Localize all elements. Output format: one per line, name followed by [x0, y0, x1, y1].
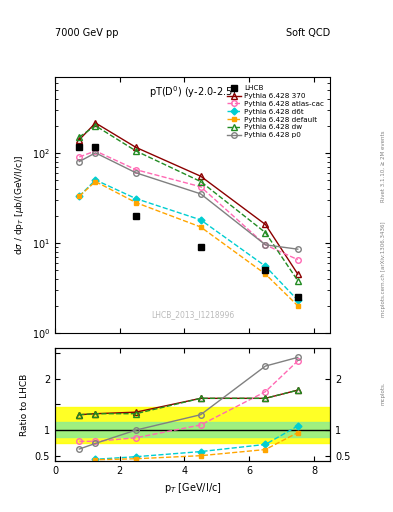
Text: LHCB_2013_I1218996: LHCB_2013_I1218996	[151, 310, 234, 319]
Y-axis label: d$\sigma$ / dp$_T$ [$\mu$b/(GeV/I/c)]: d$\sigma$ / dp$_T$ [$\mu$b/(GeV/I/c)]	[13, 155, 26, 255]
Y-axis label: Ratio to LHCB: Ratio to LHCB	[20, 373, 29, 436]
Text: mcplots.: mcplots.	[381, 381, 386, 405]
Text: Soft QCD: Soft QCD	[286, 28, 330, 38]
Text: Rivet 3.1.10, ≥ 2M events: Rivet 3.1.10, ≥ 2M events	[381, 131, 386, 202]
Legend: LHCB, Pythia 6.428 370, Pythia 6.428 atlas-cac, Pythia 6.428 d6t, Pythia 6.428 d: LHCB, Pythia 6.428 370, Pythia 6.428 atl…	[225, 83, 327, 140]
Text: pT(D$^0$) (y-2.0-2.5): pT(D$^0$) (y-2.0-2.5)	[149, 84, 237, 100]
Text: 7000 GeV pp: 7000 GeV pp	[55, 28, 119, 38]
X-axis label: p$_T$ [GeV/I/c]: p$_T$ [GeV/I/c]	[164, 481, 221, 495]
Text: mcplots.cern.ch [arXiv:1306.3436]: mcplots.cern.ch [arXiv:1306.3436]	[381, 221, 386, 316]
